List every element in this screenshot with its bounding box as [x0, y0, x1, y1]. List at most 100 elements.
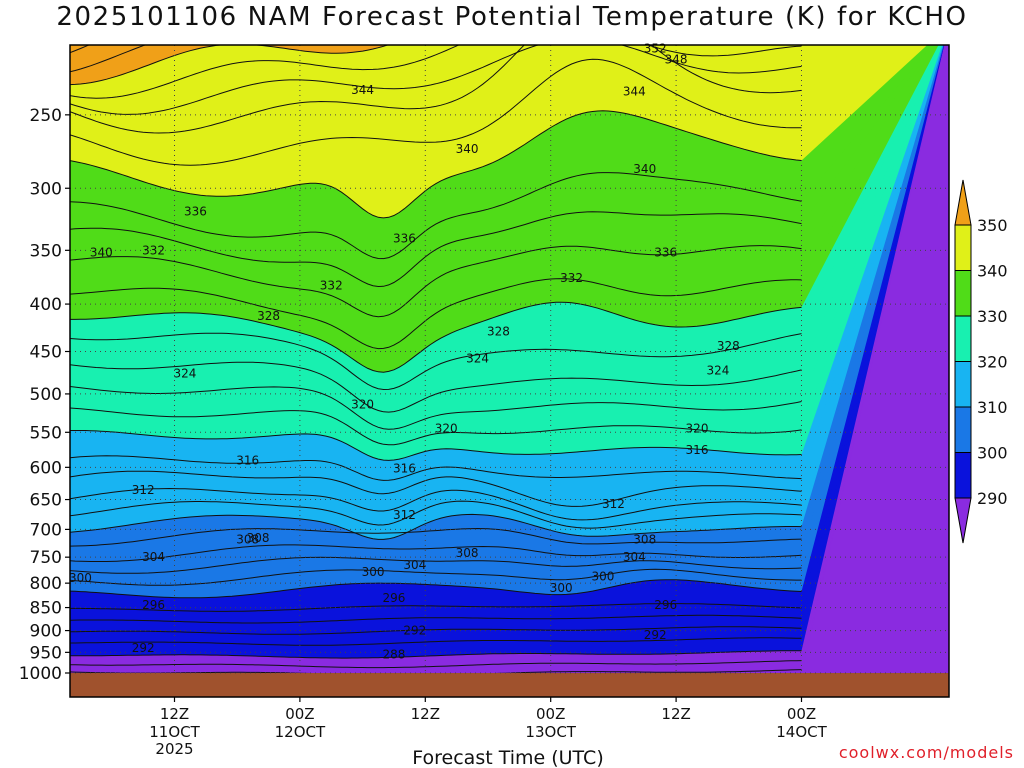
contour-label: 296 — [382, 591, 405, 605]
isentrope-line — [70, 579, 802, 599]
contour-label: 340 — [633, 162, 656, 176]
theta-band — [70, 45, 810, 99]
contour-label: 336 — [393, 232, 416, 246]
isentrope-line — [70, 470, 802, 507]
colorbar-swatch — [954, 361, 972, 408]
y-tick-label: 600 — [30, 458, 62, 478]
isentrope-line — [70, 58, 802, 166]
contour-label: 336 — [654, 246, 677, 260]
contour-label: 304 — [623, 550, 646, 564]
contour-label: 328 — [717, 339, 740, 353]
isentrope-line — [70, 650, 802, 659]
isentrope-line — [70, 626, 802, 635]
y-tick-label: 500 — [30, 385, 62, 405]
contour-label: 296 — [654, 598, 677, 612]
contour-label: 324 — [706, 364, 729, 378]
isentrope-line — [70, 172, 802, 260]
colorbar-label: 310 — [977, 398, 1008, 417]
colorbar-arrow-top — [954, 179, 972, 226]
colorbar-label: 300 — [977, 444, 1008, 463]
y-tick-label: 300 — [30, 179, 62, 199]
isentrope-line — [70, 660, 802, 669]
x-tick-date: 12OCT — [275, 723, 326, 741]
contour-label: 332 — [560, 271, 583, 285]
contour-label: 312 — [393, 508, 416, 522]
contour-label: 304 — [142, 550, 165, 564]
contour-label: 328 — [257, 309, 280, 323]
contour-label: 320 — [435, 422, 458, 436]
contour-label: 288 — [382, 647, 405, 661]
x-tick-label: 00Z — [536, 705, 565, 723]
x-tick-label: 00Z — [285, 705, 314, 723]
isentrope-line — [70, 278, 802, 350]
colorbar-arrow-bottom — [954, 497, 972, 544]
contour-label: 332 — [142, 243, 165, 257]
y-tick-label: 850 — [30, 599, 62, 619]
isentrope-line — [70, 211, 802, 288]
isentrope-line — [70, 301, 802, 373]
isentrope-line — [70, 332, 802, 391]
contour-label: 300 — [362, 565, 385, 579]
y-tick-label: 400 — [30, 295, 62, 315]
x-tick-label: 12Z — [160, 705, 189, 723]
contour-label: 328 — [487, 324, 510, 338]
ground-layer — [70, 673, 949, 697]
contour-label: 340 — [90, 246, 113, 260]
x-tick-date: 11OCT — [149, 723, 200, 741]
contour-label: 320 — [351, 397, 374, 411]
contour-label: 332 — [320, 279, 343, 293]
contour-label: 344 — [351, 83, 374, 97]
y-tick-label: 250 — [30, 106, 62, 126]
y-tick-label: 750 — [30, 548, 62, 568]
colorbar-label: 320 — [977, 353, 1008, 372]
theta-band — [70, 45, 388, 85]
y-tick-label: 950 — [30, 643, 62, 663]
contour-label: 292 — [132, 641, 155, 655]
credit-link[interactable]: coolwx.com/models — [838, 743, 1014, 762]
isentrope-line — [70, 544, 802, 562]
contour-label: 292 — [403, 624, 426, 638]
plot-frame — [69, 44, 950, 698]
x-tick-label: 00Z — [787, 705, 816, 723]
contour-label: 336 — [184, 205, 207, 219]
contour-label: 312 — [132, 483, 155, 497]
contour-label: 340 — [456, 142, 479, 156]
isentrope-line — [70, 568, 802, 586]
isentrope-line — [70, 603, 802, 612]
contour-label: 292 — [644, 628, 667, 642]
contour-label: 312 — [602, 497, 625, 511]
isentrope-line — [70, 500, 802, 529]
colorbar-label: 340 — [977, 262, 1008, 281]
y-tick-label: 1000 — [19, 664, 62, 684]
contour-label: 316 — [686, 443, 709, 457]
x-tick-year: 2025 — [155, 740, 193, 758]
contour-label: 300 — [69, 571, 92, 585]
x-tick-label: 12Z — [411, 705, 440, 723]
isentrope-line — [70, 45, 802, 115]
isentrope-line — [70, 556, 802, 574]
contour-label: 348 — [665, 53, 688, 67]
contour-label: 300 — [591, 570, 614, 584]
y-tick-label: 650 — [30, 491, 62, 511]
isentrope-line — [70, 527, 802, 547]
isentrope-line — [70, 513, 802, 540]
y-tick-label: 900 — [30, 622, 62, 642]
contour-label: 296 — [142, 598, 165, 612]
contour-label: 300 — [550, 581, 573, 595]
isentrope-line — [70, 45, 390, 86]
contour-label: 304 — [403, 558, 426, 572]
x-axis-label: Forecast Time (UTC) — [412, 747, 603, 768]
isentrope-line — [70, 386, 802, 430]
colorbar-label: 350 — [977, 216, 1008, 235]
contour-label: 316 — [236, 454, 259, 468]
contour-label: 324 — [173, 366, 196, 380]
y-tick-label: 700 — [30, 520, 62, 540]
isentrope-line — [70, 407, 802, 446]
contour-label: 320 — [686, 422, 709, 436]
colorbar-swatch — [954, 224, 972, 271]
isentrope-line — [70, 430, 802, 461]
isentrope-line — [70, 45, 802, 134]
x-tick-date: 14OCT — [776, 723, 827, 741]
y-tick-label: 350 — [30, 241, 62, 261]
